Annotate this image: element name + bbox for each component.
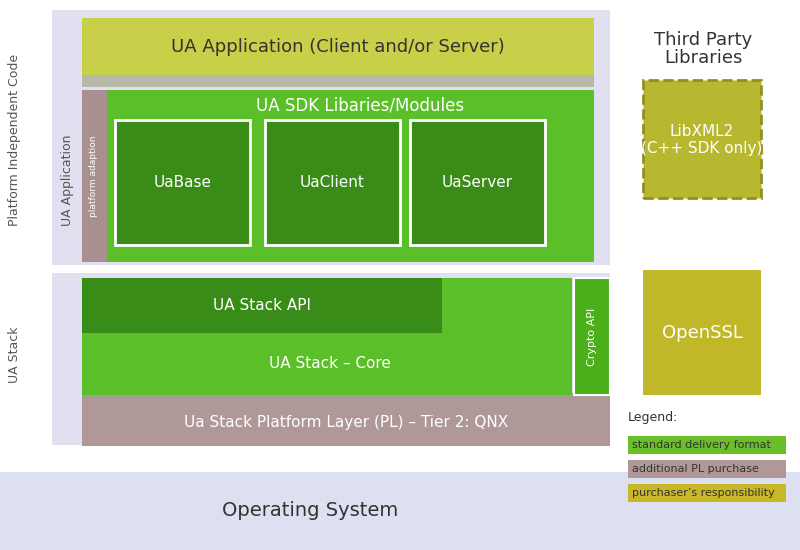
FancyBboxPatch shape [0, 447, 800, 472]
Text: Third Party: Third Party [654, 31, 752, 49]
FancyBboxPatch shape [265, 120, 400, 245]
FancyBboxPatch shape [82, 18, 594, 75]
Text: UaBase: UaBase [154, 175, 211, 190]
Text: LibXML2
(C++ SDK only): LibXML2 (C++ SDK only) [642, 124, 762, 156]
FancyBboxPatch shape [628, 484, 786, 502]
FancyBboxPatch shape [643, 80, 761, 198]
Text: standard delivery format: standard delivery format [632, 440, 771, 450]
Text: additional PL purchase: additional PL purchase [632, 464, 759, 474]
Text: UA Stack API: UA Stack API [213, 298, 311, 312]
Text: Platform Independent Code: Platform Independent Code [9, 54, 22, 226]
Text: UA SDK Libaries/Modules: UA SDK Libaries/Modules [256, 96, 464, 114]
Text: Operating System: Operating System [222, 500, 398, 520]
FancyBboxPatch shape [82, 278, 442, 333]
Text: UA Stack – Core: UA Stack – Core [269, 355, 391, 371]
Text: OpenSSL: OpenSSL [662, 324, 742, 342]
FancyBboxPatch shape [628, 460, 786, 478]
FancyBboxPatch shape [52, 265, 610, 273]
FancyBboxPatch shape [82, 398, 610, 446]
FancyBboxPatch shape [643, 270, 761, 395]
Text: UA Application: UA Application [62, 134, 74, 225]
Text: Ua Stack Platform Layer (PL) – Tier 2: QNX: Ua Stack Platform Layer (PL) – Tier 2: Q… [184, 415, 508, 430]
FancyBboxPatch shape [410, 120, 545, 245]
Text: Libraries: Libraries [664, 49, 742, 67]
Text: UaClient: UaClient [300, 175, 365, 190]
FancyBboxPatch shape [115, 120, 250, 245]
FancyBboxPatch shape [82, 90, 107, 262]
Text: UaServer: UaServer [442, 175, 513, 190]
Text: Legend:: Legend: [628, 411, 678, 425]
FancyBboxPatch shape [52, 10, 610, 270]
FancyBboxPatch shape [52, 270, 610, 445]
Text: UA Application (Client and/or Server): UA Application (Client and/or Server) [171, 38, 505, 56]
FancyBboxPatch shape [82, 278, 572, 395]
FancyBboxPatch shape [574, 278, 610, 395]
FancyBboxPatch shape [628, 436, 786, 454]
Text: UA Stack: UA Stack [9, 327, 22, 383]
FancyBboxPatch shape [82, 75, 594, 87]
FancyBboxPatch shape [82, 393, 610, 401]
Text: purchaser’s responsibility: purchaser’s responsibility [632, 488, 774, 498]
FancyBboxPatch shape [82, 90, 594, 262]
Text: platform adaption: platform adaption [90, 135, 98, 217]
Text: Crypto API: Crypto API [587, 308, 597, 366]
FancyBboxPatch shape [0, 472, 800, 550]
